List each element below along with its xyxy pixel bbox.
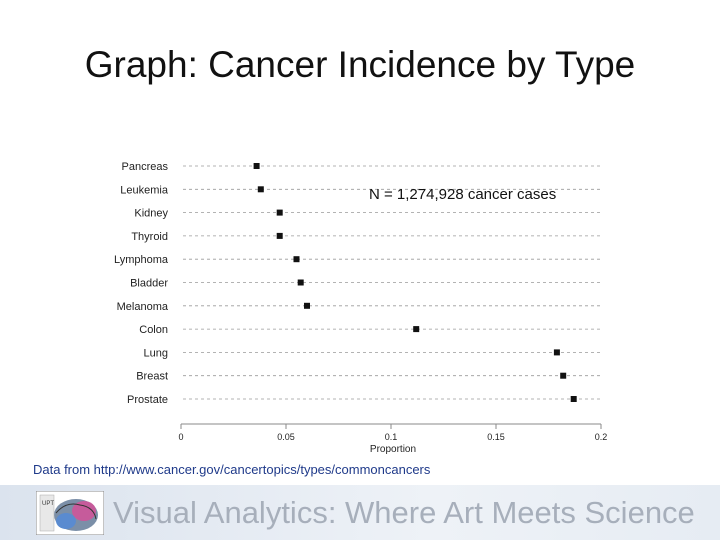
slide-title: Graph: Cancer Incidence by Type: [84, 44, 636, 85]
logo-text: UPT: [42, 501, 54, 507]
data-point: [293, 256, 300, 263]
category-label: Breast: [136, 371, 168, 383]
dot-plot: 0 0.05 0.1 0.15 0.2 Pancreas Leukemia Kidney Th…: [114, 161, 608, 455]
category-label: Kidney: [134, 208, 168, 220]
data-point: [276, 232, 283, 239]
footer-text: Visual Analytics: Where Art Meets Scienc…: [113, 495, 695, 530]
x-tick-label: 0: [178, 432, 183, 442]
data-point: [257, 186, 264, 193]
source-note: Data from http://www.cancer.gov/cancerto…: [33, 462, 431, 477]
footer-bar: UPT Visual Analytics: Where Art Meets Sc…: [0, 485, 720, 540]
data-point: [297, 279, 304, 286]
x-tick-label: 0.05: [277, 432, 295, 442]
data-point: [553, 349, 560, 356]
x-axis: 0 0.05 0.1 0.15 0.2: [178, 423, 608, 442]
x-tick-label: 0.15: [487, 432, 505, 442]
category-label: Thyroid: [131, 231, 168, 243]
brain-logo-icon: UPT: [36, 491, 104, 535]
plot-rows: Pancreas Leukemia Kidney Thyroid Lymphoma Bla…: [114, 161, 601, 406]
category-label: Lung: [144, 347, 168, 359]
category-label: Pancreas: [122, 161, 169, 173]
x-tick-label: 0.1: [385, 432, 398, 442]
x-tick-label: 0.2: [595, 432, 608, 442]
data-point: [413, 326, 420, 333]
category-label: Colon: [139, 324, 168, 336]
data-point: [304, 302, 310, 309]
chart-annotation: N = 1,274,928 cancer cases: [369, 186, 556, 203]
category-label: Lymphoma: [114, 254, 169, 266]
data-point: [560, 372, 567, 379]
data-point: [276, 209, 283, 216]
data-point: [253, 163, 260, 169]
category-label: Melanoma: [117, 301, 169, 313]
category-label: Bladder: [130, 278, 168, 290]
x-axis-label: Proportion: [370, 444, 416, 455]
data-point: [570, 396, 577, 402]
category-label: Prostate: [127, 394, 168, 406]
category-label: Leukemia: [120, 184, 169, 196]
